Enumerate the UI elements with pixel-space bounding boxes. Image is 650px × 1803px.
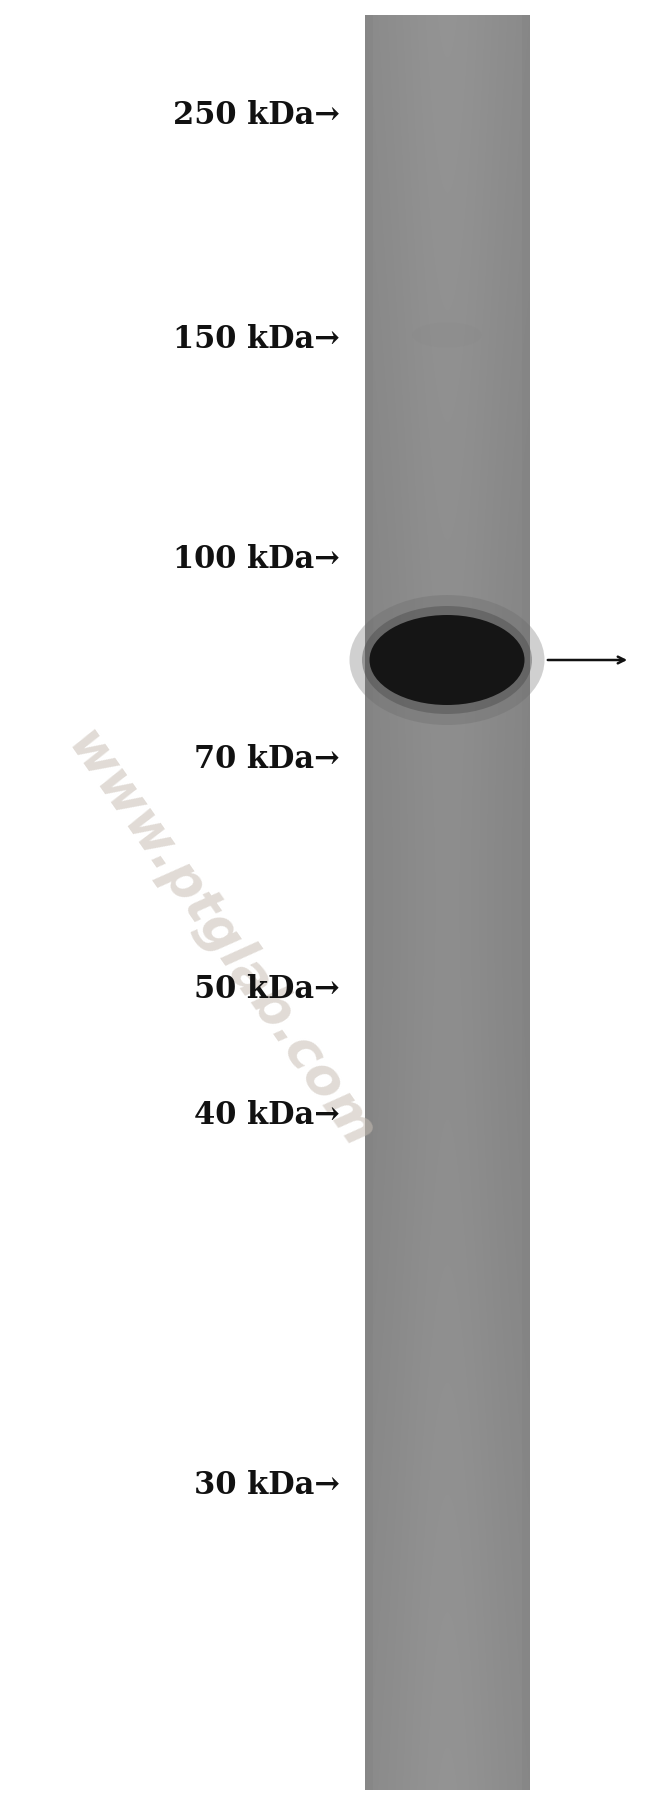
Ellipse shape (362, 606, 532, 714)
Text: 30 kDa→: 30 kDa→ (194, 1469, 340, 1500)
Bar (522, 14, 530, 1790)
Ellipse shape (350, 595, 545, 725)
Text: 250 kDa→: 250 kDa→ (173, 99, 340, 130)
Bar (365, 14, 373, 1790)
Text: 100 kDa→: 100 kDa→ (174, 545, 340, 575)
Text: 50 kDa→: 50 kDa→ (194, 974, 340, 1006)
Ellipse shape (412, 323, 482, 348)
Text: www.ptglab.com: www.ptglab.com (56, 721, 384, 1159)
Ellipse shape (369, 615, 525, 705)
Text: 150 kDa→: 150 kDa→ (174, 325, 340, 355)
Text: 40 kDa→: 40 kDa→ (194, 1100, 340, 1130)
Text: 70 kDa→: 70 kDa→ (194, 745, 340, 775)
